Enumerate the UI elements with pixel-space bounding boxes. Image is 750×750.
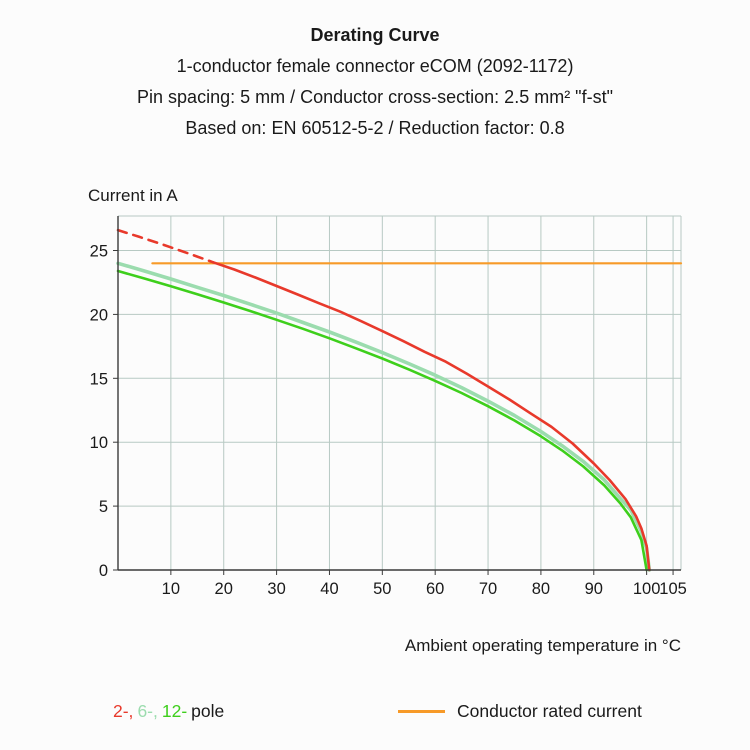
chart-header: Derating Curve 1-conductor female connec… (0, 20, 750, 144)
svg-text:0: 0 (99, 562, 108, 580)
chart-subtitle-line-1: 1-conductor female connector eCOM (2092-… (176, 56, 574, 76)
rated-current-legend: Conductor rated current (398, 701, 642, 722)
chart-subtitle-line-2: Pin spacing: 5 mm / Conductor cross-sect… (137, 87, 613, 107)
legend-2-pole: 2-, (113, 701, 134, 721)
rated-current-label: Conductor rated current (457, 701, 642, 721)
svg-text:70: 70 (479, 580, 497, 598)
svg-text:20: 20 (215, 580, 233, 598)
legend-6-pole: 6-, (137, 701, 158, 721)
rated-current-line-swatch (398, 709, 445, 714)
svg-text:10: 10 (162, 580, 180, 598)
y-axis-label: Current in A (88, 186, 178, 205)
svg-text:40: 40 (320, 580, 338, 598)
svg-text:50: 50 (373, 580, 391, 598)
svg-text:90: 90 (585, 580, 603, 598)
svg-text:10: 10 (90, 434, 108, 452)
svg-text:5: 5 (99, 498, 108, 516)
chart-title: Derating Curve (310, 25, 440, 45)
svg-text:25: 25 (90, 243, 108, 261)
svg-text:100: 100 (633, 580, 661, 598)
svg-text:80: 80 (532, 580, 550, 598)
svg-text:105: 105 (659, 580, 687, 598)
legend-pole-word: pole (191, 701, 225, 721)
legend-12-pole: 12- (161, 701, 188, 721)
svg-text:15: 15 (90, 370, 108, 388)
x-axis-label: Ambient operating temperature in °C (404, 636, 681, 655)
svg-text:20: 20 (90, 306, 108, 324)
svg-text:60: 60 (426, 580, 444, 598)
svg-text:30: 30 (267, 580, 285, 598)
chart-subtitle-line-3: Based on: EN 60512-5-2 / Reduction facto… (185, 118, 565, 138)
pole-legend: 2-, 6-, 12- pole (113, 701, 228, 722)
